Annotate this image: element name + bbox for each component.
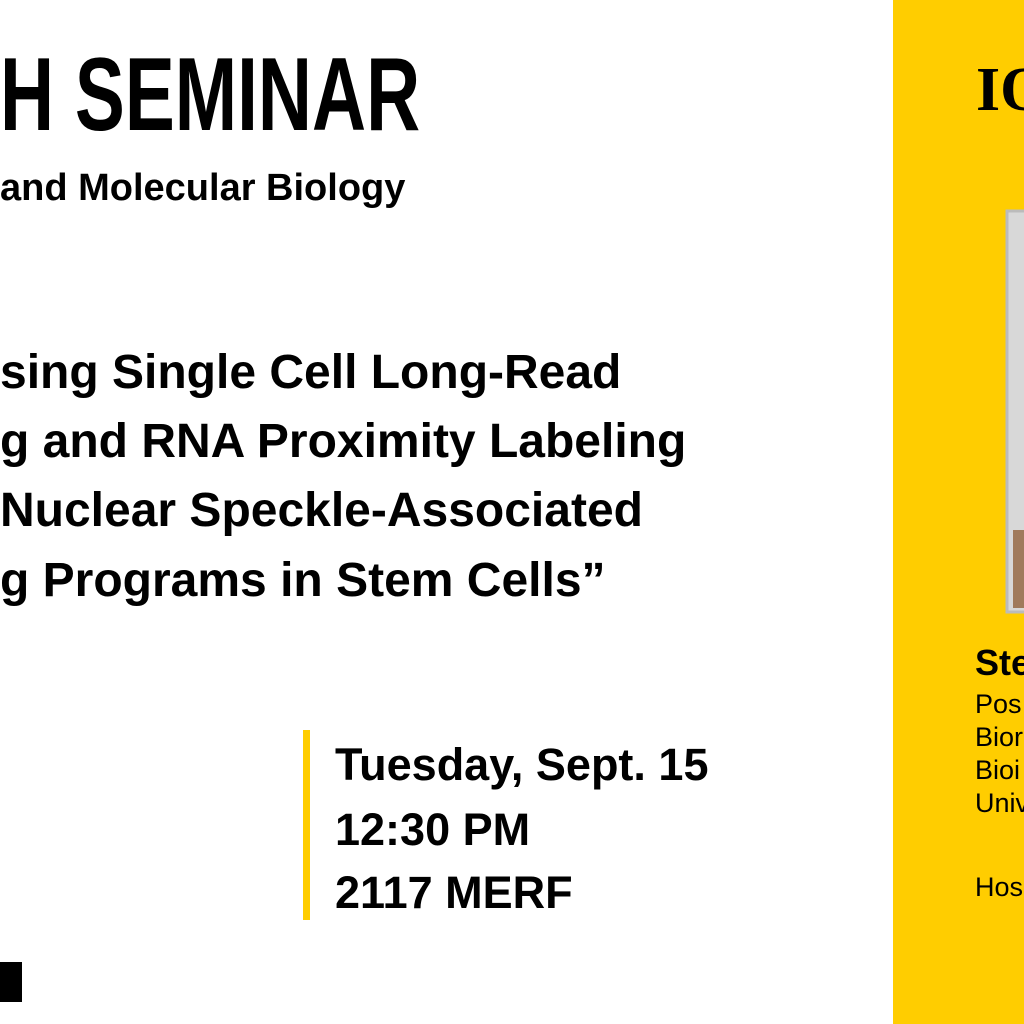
talk-title-line: g and RNA Proximity Labeling — [0, 415, 686, 468]
talk-title-line: g Programs in Stem Cells” — [0, 554, 606, 607]
department: and Molecular Biology — [0, 167, 405, 209]
photo-detail — [1013, 530, 1024, 608]
accent-bar — [303, 730, 310, 920]
event-location: 2117 MERF — [335, 867, 573, 918]
affiliation: Bior — [975, 722, 1023, 752]
main-panel — [0, 0, 893, 1024]
talk-title-line: Nuclear Speckle-Associated — [0, 484, 643, 537]
sidebar-panel — [893, 0, 1024, 1024]
host: Hos — [975, 872, 1023, 902]
logo: IO — [976, 56, 1024, 124]
speaker-name: Ste — [975, 642, 1024, 683]
talk-title-line: sing Single Cell Long-Read — [0, 346, 621, 399]
seminar-title: H SEMINAR — [0, 37, 420, 153]
event-time: 12:30 PM — [335, 804, 530, 855]
logo-badge — [0, 962, 22, 1002]
affiliation: Bioi — [975, 755, 1020, 785]
speaker-photo — [1005, 209, 1024, 614]
event-date: Tuesday, Sept. 15 — [335, 739, 708, 790]
affiliation: Univ — [975, 788, 1024, 818]
affiliation: Pos — [975, 689, 1022, 719]
